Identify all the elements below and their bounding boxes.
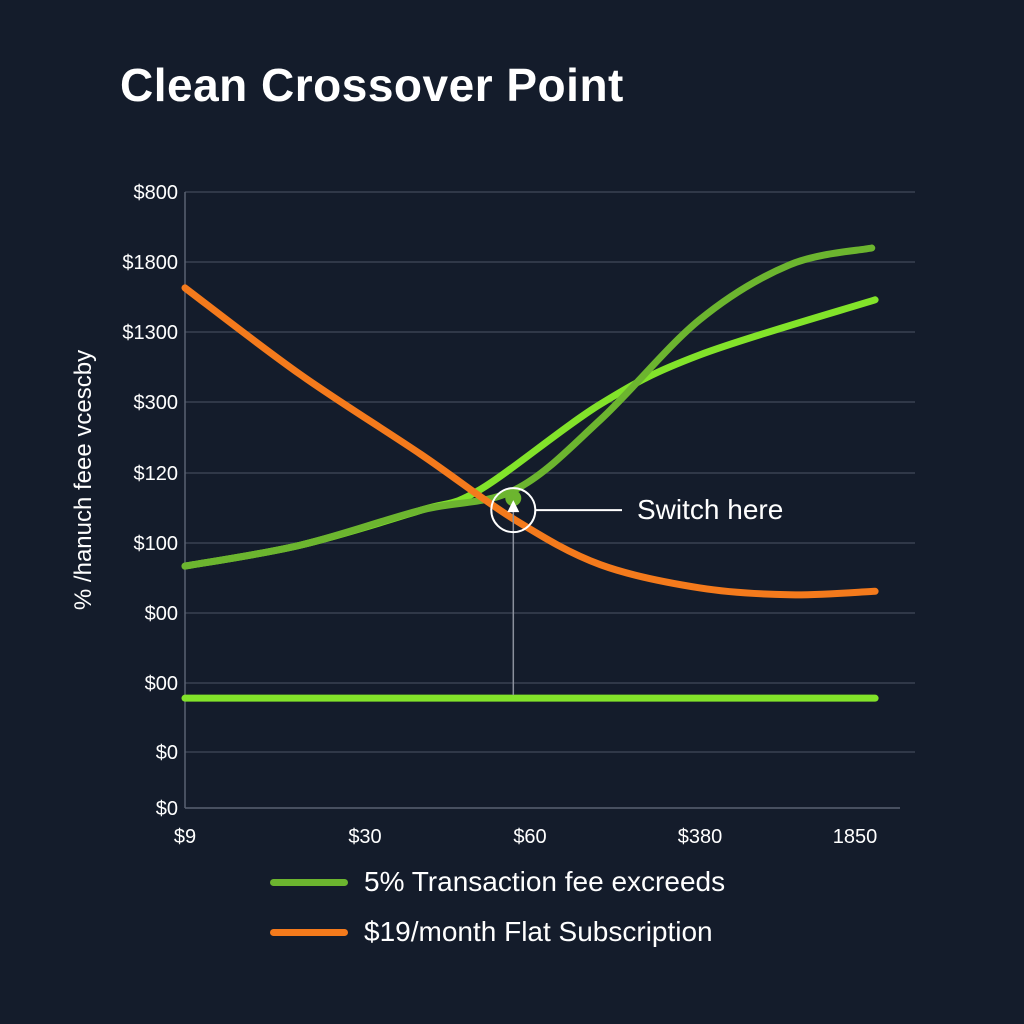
legend-item-subscription: $19/month Flat Subscription: [270, 916, 713, 948]
legend-swatch-green: [270, 878, 348, 886]
pointer-icon: [507, 500, 520, 513]
y-tick-label: $00: [145, 673, 178, 695]
legend-item-transaction-fee: 5% Transaction fee excreeds: [270, 866, 725, 898]
y-tick-label: $1800: [122, 252, 178, 274]
legend-label: 5% Transaction fee excreeds: [364, 866, 726, 897]
x-tick-label: $60: [513, 826, 546, 848]
series-subscription-line: [181, 284, 879, 599]
crossover-point: [505, 490, 522, 507]
y-tick-label: $0: [156, 798, 178, 820]
y-tick-label: $100: [134, 533, 179, 555]
annotation-label: Switch here: [637, 494, 783, 525]
y-tick-label: $300: [134, 392, 179, 414]
chart-title: Clean Crossover Point: [120, 59, 624, 111]
x-tick-label: $9: [174, 826, 196, 848]
y-tick-label: $800: [134, 182, 179, 204]
y-tick-label: $1300: [122, 322, 178, 344]
y-tick-label: $00: [145, 603, 178, 625]
x-tick-label: 1850: [833, 826, 878, 848]
y-tick-label: $120: [134, 463, 179, 485]
y-tick-label: $0: [156, 742, 178, 764]
legend-swatch-orange: [270, 928, 348, 936]
x-tick-label: $30: [348, 826, 381, 848]
x-tick-label: $380: [678, 826, 723, 848]
legend-label: $19/month Flat Subscription: [364, 916, 713, 947]
series-transaction-fee-line: [181, 244, 876, 570]
